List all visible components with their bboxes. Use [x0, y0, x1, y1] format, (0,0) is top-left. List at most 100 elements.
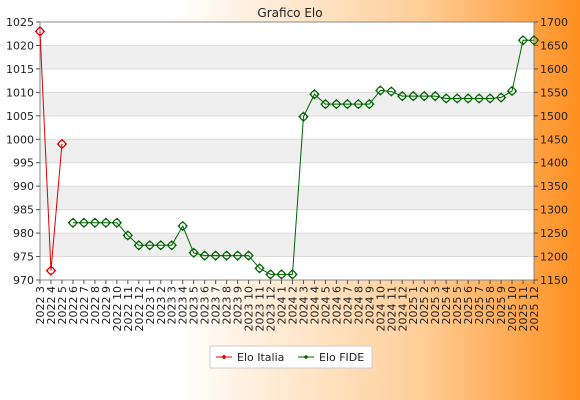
x-tick-label: 2025 5 [451, 286, 464, 325]
data-point-ring-elo-fide [145, 241, 154, 250]
x-tick-label: 2024 11 [385, 286, 398, 332]
plot-frame [39, 21, 535, 281]
legend-marker-elo-italia [221, 354, 227, 360]
data-point-ring-elo-fide [222, 251, 231, 260]
x-tick-label: 2025 4 [440, 286, 453, 325]
data-point-ring-elo-fide [453, 94, 462, 103]
x-tick-label: 2024 10 [374, 286, 387, 332]
right-y-axis: 1150 1200 1250 1300 1350 1400 1450 1500 1550 1600… [534, 16, 568, 287]
x-tick-label: 2025 9 [495, 286, 508, 325]
legend-item-elo-italia[interactable]: Elo Italia [216, 351, 284, 364]
data-point-ring-elo-fide [112, 218, 121, 227]
data-point-ring-elo-fide [464, 94, 473, 103]
x-tick-label: 2025 12 [528, 286, 541, 332]
data-point-ring-elo-fide [244, 251, 253, 260]
left-tick-label: 1015 [6, 63, 34, 76]
x-tick-label: 2023 5 [188, 286, 201, 325]
x-tick-label: 2024 3 [297, 286, 310, 325]
data-point-ring-elo-italia [36, 27, 44, 36]
data-point-ring-elo-fide [233, 251, 242, 260]
grid-band [40, 45, 534, 69]
left-tick-label: 1020 [6, 39, 34, 52]
data-point-ring-elo-fide [69, 218, 77, 227]
x-tick-label: 2023 4 [177, 286, 190, 325]
data-point-ring-elo-fide [475, 94, 484, 103]
right-tick-label: 1400 [540, 157, 568, 170]
data-point-ring-elo-fide [354, 100, 363, 108]
data-point-ring-elo-fide [530, 36, 538, 45]
x-tick-label: 2023 8 [221, 286, 234, 325]
data-point-ring-elo-fide [497, 93, 505, 102]
data-point-ring-elo-fide [387, 87, 396, 96]
right-tick-label: 1200 [540, 251, 568, 264]
x-tick-label: 2024 2 [286, 286, 299, 325]
data-point-ring-elo-fide [189, 248, 198, 257]
left-tick-label: 975 [13, 251, 34, 264]
x-tick-label: 2024 12 [396, 286, 409, 332]
x-tick-label: 2024 5 [319, 286, 332, 325]
grid-band [40, 139, 534, 163]
data-point-ring-elo-fide [277, 270, 286, 279]
left-tick-label: 1025 [6, 16, 34, 29]
x-tick-label: 2025 8 [484, 286, 497, 325]
series-line-elo-fide [72, 39, 534, 275]
left-tick-label: 980 [13, 227, 34, 240]
legend-box [209, 345, 373, 369]
x-tick-label: 2024 1 [276, 286, 289, 325]
x-tick-label: 2023 12 [265, 286, 278, 332]
left-y-axis: 970 975 980 985 990 995 1000 1005 1010 1015 1020 10… [6, 16, 40, 287]
left-tick-label: 970 [13, 274, 34, 287]
chart-title: Grafico Elo [257, 6, 322, 20]
left-tick-label: 1000 [6, 133, 34, 146]
x-tick-label: 2025 11 [517, 286, 530, 332]
right-tick-label: 1600 [540, 63, 568, 76]
x-tick-label: 2023 9 [232, 286, 245, 325]
data-point-ring-elo-fide [266, 270, 275, 279]
x-tick-label: 2022 9 [100, 286, 113, 325]
x-tick-label: 2022 12 [133, 286, 146, 332]
x-tick-label: 2022 7 [78, 286, 91, 325]
grid-band [40, 186, 534, 210]
x-tick-label: 2024 6 [330, 286, 343, 325]
data-point-ring-elo-fide [420, 92, 429, 101]
legend-label-elo-italia: Elo Italia [237, 351, 284, 364]
data-point-ring-elo-fide [343, 100, 352, 108]
data-point-ring-elo-fide [332, 100, 341, 108]
left-tick-label: 985 [13, 204, 34, 217]
data-point-ring-elo-fide [156, 241, 165, 250]
legend: Elo Italia Elo FIDE [209, 345, 373, 369]
x-tick-label: 2024 7 [341, 286, 354, 325]
right-tick-label: 1250 [540, 227, 568, 240]
data-point-ring-elo-italia [58, 140, 66, 148]
data-point-ring-elo-italia [47, 266, 55, 275]
legend-item-elo-fide[interactable]: Elo FIDE [298, 351, 364, 364]
right-tick-label: 1550 [540, 86, 568, 99]
x-tick-label: 2022 8 [89, 286, 102, 325]
data-point-ring-elo-fide [376, 86, 385, 95]
x-tick-label: 2025 3 [429, 286, 442, 325]
x-tick-label: 2023 10 [243, 286, 256, 332]
x-tick-label: 2022 10 [111, 286, 124, 332]
x-tick-label: 2022 4 [45, 286, 58, 325]
data-point-ring-elo-fide [167, 241, 176, 250]
x-tick-label: 2025 2 [418, 286, 431, 325]
data-point-ring-elo-fide [90, 218, 99, 227]
x-tick-label: 2023 1 [144, 286, 157, 325]
x-tick-label: 2023 11 [254, 286, 267, 332]
series-line-elo-italia [39, 31, 63, 271]
grid-bands [40, 21, 534, 281]
x-tick-label: 2023 7 [210, 286, 223, 325]
right-tick-label: 1150 [540, 274, 568, 287]
plot-border [39, 21, 535, 281]
data-point-ring-elo-fide [519, 36, 527, 45]
left-tick-label: 1010 [6, 86, 34, 99]
left-tick-label: 990 [13, 180, 34, 193]
data-point-ring-elo-fide [200, 251, 209, 260]
x-tick-label: 2023 2 [155, 286, 168, 325]
x-tick-label: 2022 3 [34, 286, 47, 325]
x-tick-label: 2023 3 [166, 286, 179, 325]
x-tick-label: 2023 6 [199, 286, 212, 325]
data-point-ring-elo-fide [310, 90, 319, 99]
